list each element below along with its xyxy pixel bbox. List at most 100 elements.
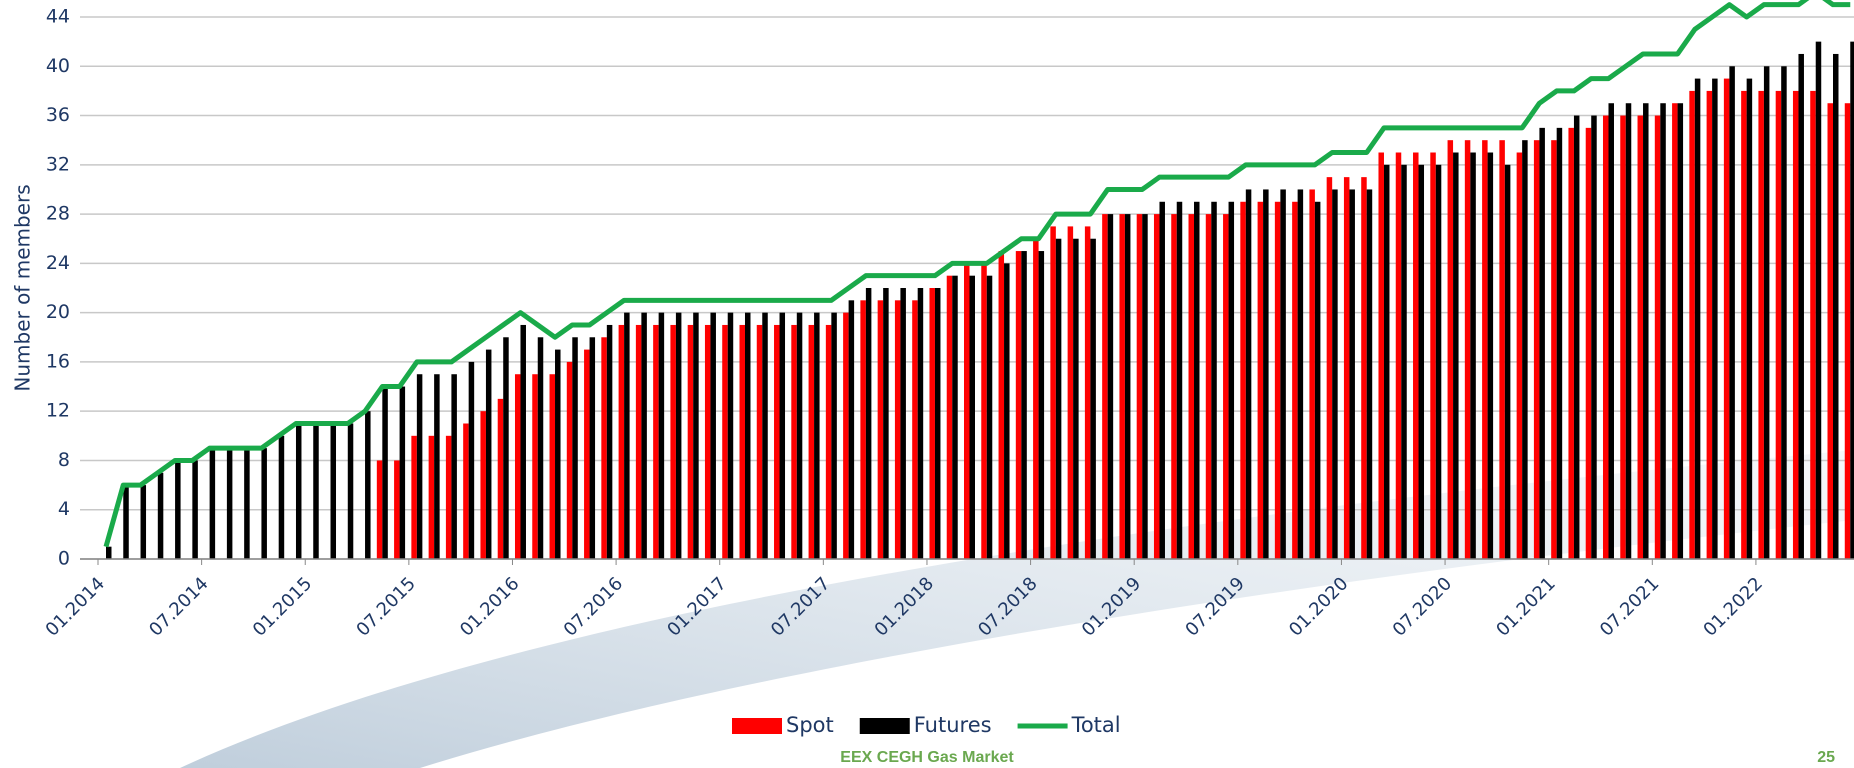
bar <box>1274 201 1281 560</box>
bar <box>1792 90 1799 559</box>
bar <box>485 349 492 559</box>
bar <box>382 386 388 559</box>
bar <box>693 312 699 559</box>
bar <box>1487 152 1494 559</box>
bar <box>727 312 734 559</box>
bar <box>934 288 941 559</box>
bar <box>209 448 216 559</box>
legend-label: Total <box>1071 713 1121 737</box>
bar <box>848 300 855 559</box>
bar <box>1522 140 1528 559</box>
x-tick-label: 07.2021 <box>1596 573 1663 640</box>
bar <box>1395 152 1402 559</box>
bar <box>1297 189 1304 560</box>
bar <box>1413 152 1419 559</box>
bar <box>618 324 625 559</box>
x-tick-label: 07.2020 <box>1389 573 1456 640</box>
bar <box>1827 103 1833 560</box>
bar <box>1746 78 1753 559</box>
y-tick-label: 32 <box>46 153 70 175</box>
bar <box>1729 66 1735 559</box>
bar <box>365 411 371 559</box>
bar <box>1280 189 1286 560</box>
legend-swatch <box>859 718 910 734</box>
x-tick-label: 01.2021 <box>1492 573 1559 640</box>
bar <box>1712 78 1718 559</box>
y-tick-label: 24 <box>46 252 70 274</box>
bar <box>894 300 901 559</box>
bar <box>653 324 659 559</box>
bar <box>722 324 728 559</box>
bar <box>399 386 406 559</box>
bar <box>814 312 820 559</box>
bar <box>1038 251 1045 559</box>
bar <box>658 312 665 559</box>
bar <box>1205 214 1212 559</box>
bar <box>1758 90 1764 559</box>
bar <box>514 374 521 559</box>
bar <box>1263 189 1269 560</box>
bar <box>394 460 400 559</box>
bar <box>1516 152 1523 559</box>
bar <box>635 324 642 559</box>
bar <box>434 374 440 559</box>
bar <box>1153 214 1160 559</box>
bar <box>1309 189 1315 560</box>
bar <box>883 288 889 559</box>
bar <box>1781 66 1787 559</box>
bar <box>865 288 872 559</box>
bar <box>1620 115 1626 559</box>
bar <box>1159 201 1165 560</box>
bar <box>796 312 803 559</box>
bar <box>1211 201 1217 560</box>
bar <box>1021 251 1027 559</box>
bar <box>140 485 147 559</box>
bar <box>1539 127 1545 559</box>
bar <box>480 411 486 559</box>
bar <box>1188 214 1195 559</box>
bar <box>589 337 596 559</box>
bar <box>1573 115 1580 559</box>
bar <box>1844 103 1851 560</box>
bar <box>1499 140 1505 559</box>
bar <box>313 423 319 559</box>
bar <box>744 312 751 559</box>
bar <box>463 423 469 559</box>
bar <box>825 324 832 559</box>
bar <box>1228 201 1235 560</box>
footer: EEX CEGH Gas Market <box>840 749 1014 766</box>
bar <box>1245 189 1252 560</box>
bar <box>1763 66 1770 559</box>
bar <box>1223 214 1229 559</box>
y-tick-label: 8 <box>58 449 70 471</box>
bar <box>1637 115 1644 559</box>
y-tick-label: 40 <box>46 55 70 77</box>
bar <box>106 546 112 559</box>
page-number: 25 <box>1817 749 1835 766</box>
bar <box>1741 90 1747 559</box>
y-tick-label: 4 <box>58 498 70 520</box>
bar <box>157 472 164 559</box>
bar <box>1055 238 1062 559</box>
bar <box>912 300 918 559</box>
bar <box>520 324 526 559</box>
bar <box>756 324 763 559</box>
bar <box>1810 90 1816 559</box>
x-tick-label: 01.2016 <box>456 573 523 640</box>
bar <box>532 374 538 559</box>
bar <box>1004 263 1010 559</box>
y-tick-label: 16 <box>46 350 70 372</box>
bar <box>710 312 716 559</box>
bar <box>946 275 953 559</box>
bar <box>964 263 970 559</box>
bar <box>1240 201 1246 560</box>
bar <box>1850 41 1854 560</box>
bar <box>411 435 417 559</box>
bar <box>986 275 993 559</box>
bar <box>555 349 561 559</box>
bar <box>445 435 452 559</box>
bar <box>1464 140 1471 559</box>
legend-label: Futures <box>914 713 992 737</box>
bar <box>952 275 958 559</box>
